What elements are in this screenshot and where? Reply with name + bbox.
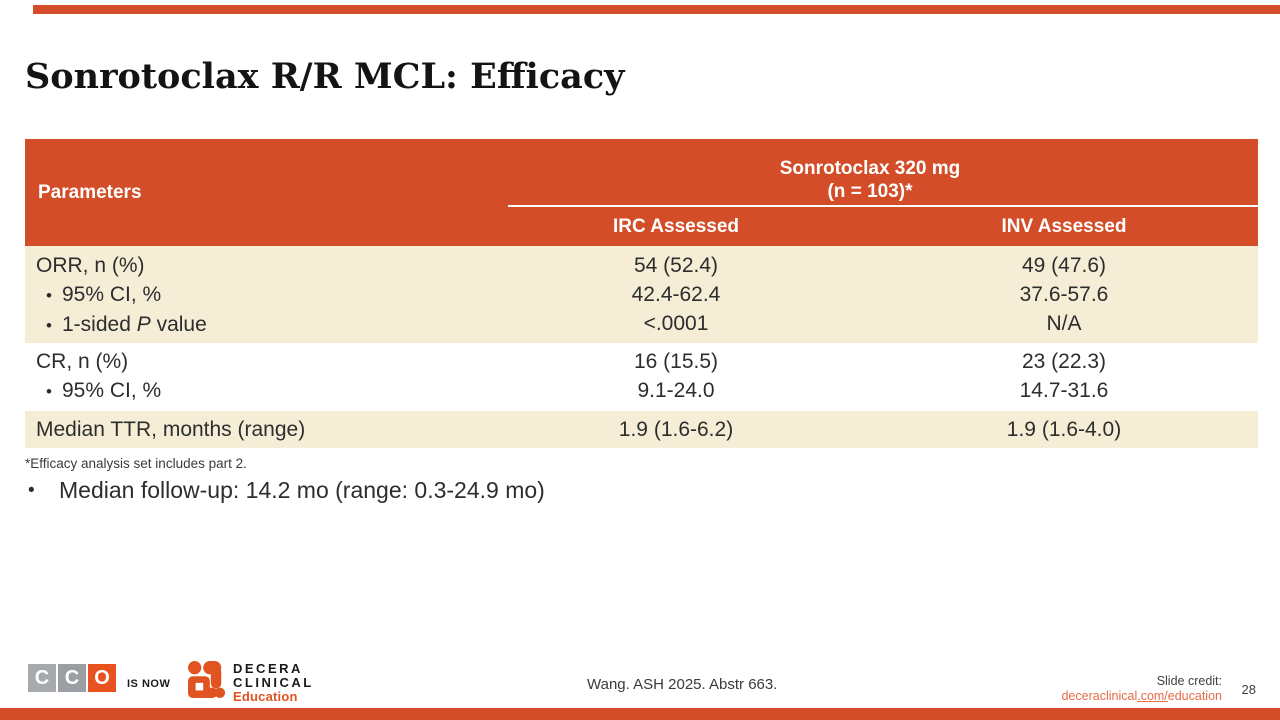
inv-value-cell: 49 (47.6) 37.6-57.6 N/A [870, 251, 1258, 340]
value-line: 49 (47.6) [1021, 254, 1107, 277]
treatment-group-header: Sonrotoclax 320 mg (n = 103)* IRC Assess… [482, 139, 1258, 246]
irc-value-cell: 54 (52.4) 42.4-62.4 <.0001 [482, 251, 870, 340]
value-line: 1.9 (1.6-4.0) [1006, 418, 1122, 441]
value-line: 42.4-62.4 [631, 283, 721, 306]
row-label: CR, n (%) [36, 350, 129, 373]
group-header-line2: (n = 103)* [827, 181, 913, 202]
bullet-icon: • [46, 382, 52, 401]
table-header: Parameters Sonrotoclax 320 mg (n = 103)*… [25, 139, 1258, 246]
row-label: Median TTR, months (range) [36, 418, 306, 441]
decera-name-line2: CLINICAL [233, 675, 314, 690]
row-label-cell: Median TTR, months (range) [25, 415, 482, 444]
parameters-column-header: Parameters [38, 181, 142, 203]
top-accent-bar [33, 5, 1280, 14]
slide-credit-link[interactable]: deceraclinical.com/education [1061, 689, 1222, 703]
citation-text: Wang. ASH 2025. Abstr 663. [587, 676, 778, 693]
value-line: 23 (22.3) [1021, 350, 1107, 373]
row-sublabel: • 95% CI, % [25, 376, 482, 406]
bullet-icon: • [28, 480, 35, 501]
bottom-accent-bar [0, 708, 1280, 720]
inv-column-header: INV Assessed [1001, 215, 1127, 237]
inv-value-cell: 1.9 (1.6-4.0) [870, 415, 1258, 444]
header-divider-line [508, 205, 1258, 207]
table-footnote: *Efficacy analysis set includes part 2. [25, 456, 247, 471]
row-label-cell: CR, n (%) • 95% CI, % [25, 347, 482, 406]
cco-logo-letter-c2: C [58, 664, 86, 692]
table-row-cr: CR, n (%) • 95% CI, % 16 (15.5) 9.1-24.0 … [25, 343, 1258, 411]
decera-name-line1: DECERA [233, 661, 303, 676]
table-row-ttr: Median TTR, months (range) 1.9 (1.6-6.2)… [25, 411, 1258, 448]
value-line: <.0001 [643, 312, 709, 335]
key-finding-bullet: • Median follow-up: 14.2 mo (range: 0.3-2… [28, 477, 545, 504]
row-label: ORR, n (%) [36, 254, 145, 277]
value-line: N/A [1046, 312, 1082, 335]
subheader-row: IRC Assessed INV Assessed [482, 207, 1258, 246]
decera-logo-text: DECERA CLINICAL Education [233, 662, 314, 704]
value-line: 54 (52.4) [633, 254, 719, 277]
bullet-icon: • [46, 316, 52, 335]
efficacy-table: Parameters Sonrotoclax 320 mg (n = 103)*… [25, 139, 1258, 448]
group-header: Sonrotoclax 320 mg (n = 103)* [482, 139, 1258, 205]
decera-logo-icon [188, 661, 226, 704]
bullet-icon: • [46, 286, 52, 305]
row-sublabel: • 1-sided P value [25, 310, 482, 340]
page-number: 28 [1241, 682, 1256, 697]
key-finding-text: Median follow-up: 14.2 mo (range: 0.3-24… [59, 477, 545, 503]
row-sublabel: • 95% CI, % [25, 280, 482, 310]
irc-column-header: IRC Assessed [612, 215, 740, 237]
slide-credit: Slide credit: deceraclinical.com/educati… [1061, 674, 1222, 704]
slide-credit-label: Slide credit: [1156, 674, 1222, 688]
irc-value-cell: 16 (15.5) 9.1-24.0 [482, 347, 870, 406]
inv-value-cell: 23 (22.3) 14.7-31.6 [870, 347, 1258, 406]
table-row-orr: ORR, n (%) • 95% CI, % • 1-sided P value 5… [25, 246, 1258, 343]
value-line: 9.1-24.0 [637, 379, 715, 402]
group-header-line1: Sonrotoclax 320 mg [779, 158, 961, 179]
value-line: 14.7-31.6 [1019, 379, 1109, 402]
value-line: 1.9 (1.6-6.2) [618, 418, 734, 441]
is-now-label: IS NOW [127, 678, 171, 690]
decera-education-label: Education [233, 689, 298, 704]
value-line: 16 (15.5) [633, 350, 719, 373]
row-label-cell: ORR, n (%) • 95% CI, % • 1-sided P value [25, 251, 482, 340]
irc-value-cell: 1.9 (1.6-6.2) [482, 415, 870, 444]
cco-logo-letter-c1: C [28, 664, 56, 692]
cco-logo-letter-o: O [88, 664, 116, 692]
value-line: 37.6-57.6 [1019, 283, 1109, 306]
cco-logo: C C O [28, 664, 116, 692]
slide-title: Sonrotoclax R/R MCL: Efficacy [25, 56, 625, 97]
